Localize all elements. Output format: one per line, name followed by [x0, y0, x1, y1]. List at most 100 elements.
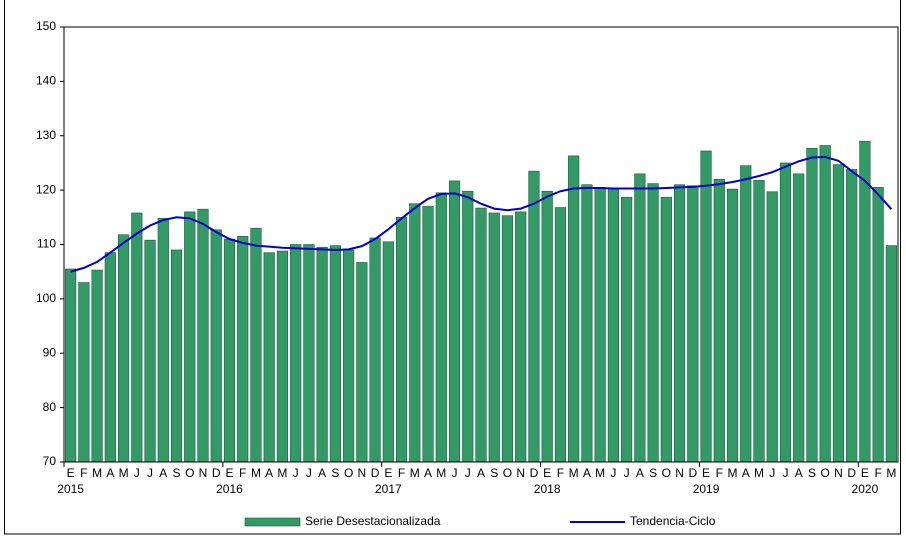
x-tick-label: S — [331, 466, 339, 480]
bar — [117, 234, 130, 463]
x-tick-label: E — [384, 466, 392, 480]
x-tick-label: M — [569, 466, 579, 480]
x-tick-label: S — [808, 466, 816, 480]
y-tick-label: 110 — [37, 237, 56, 251]
x-tick-label: E — [225, 466, 233, 480]
bar — [91, 269, 103, 463]
x-tick-label: O — [344, 466, 353, 480]
bar — [673, 184, 686, 463]
bar — [435, 192, 447, 463]
x-tick-label: D — [847, 466, 856, 480]
bar — [131, 212, 143, 463]
x-tick-label: M — [119, 466, 129, 480]
x-tick-label: A — [424, 466, 432, 480]
bar — [832, 164, 845, 463]
x-tick-label: F — [557, 466, 564, 480]
x-tick-label: E — [861, 466, 869, 480]
bar — [448, 180, 461, 463]
bar — [779, 162, 792, 463]
x-tick-label: D — [212, 466, 221, 480]
bar — [740, 165, 752, 463]
bar — [422, 206, 434, 463]
x-tick-label: F — [80, 466, 87, 480]
x-tick-label: O — [503, 466, 512, 480]
trend-line — [70, 155, 893, 273]
bar — [237, 236, 249, 463]
x-tick-label: E — [67, 466, 75, 480]
x-tick-label: N — [358, 466, 367, 480]
y-tick-label: 90 — [43, 345, 57, 359]
bar — [700, 150, 712, 463]
bar — [819, 145, 831, 463]
y-tick-label: 150 — [36, 19, 56, 33]
x-tick-label: A — [742, 466, 750, 480]
x-tick-label: N — [675, 466, 684, 480]
x-tick-label: M — [595, 466, 605, 480]
x-tick-label: J — [624, 466, 630, 480]
x-tick-label: S — [649, 466, 657, 480]
year-label: 2020 — [852, 482, 879, 496]
x-tick-label: A — [636, 466, 644, 480]
bar — [607, 188, 619, 463]
bar — [356, 262, 368, 463]
legend-label: Serie Desestacionalizada — [305, 514, 441, 528]
bar — [382, 241, 394, 463]
x-tick-label: O — [662, 466, 671, 480]
bar — [634, 173, 646, 463]
bar — [753, 180, 765, 463]
bar — [647, 183, 659, 463]
x-tick-label: F — [398, 466, 405, 480]
bar — [793, 173, 805, 463]
x-tick-label: J — [782, 466, 788, 480]
x-tick-label: M — [251, 466, 261, 480]
bar — [515, 211, 527, 463]
bar — [303, 244, 315, 463]
bar — [660, 196, 672, 463]
bar — [846, 169, 858, 463]
x-tick-label: F — [239, 466, 246, 480]
bar — [568, 155, 580, 463]
x-tick-label: D — [688, 466, 697, 480]
x-tick-label: A — [265, 466, 273, 480]
bar — [250, 227, 262, 463]
year-label: 2016 — [216, 482, 243, 496]
y-tick-label: 70 — [43, 454, 57, 468]
bar — [581, 184, 593, 463]
x-tick-label: O — [185, 466, 194, 480]
x-tick-label: J — [306, 466, 312, 480]
x-tick-label: A — [583, 466, 591, 480]
x-tick-label: D — [371, 466, 380, 480]
bar — [766, 191, 778, 463]
bar — [488, 212, 500, 463]
bar — [409, 203, 421, 463]
bar — [713, 178, 725, 463]
year-label: 2017 — [375, 482, 402, 496]
bar — [541, 190, 553, 463]
x-tick-label: M — [92, 466, 102, 480]
bar — [184, 211, 196, 463]
x-tick-label: S — [490, 466, 498, 480]
x-tick-label: M — [886, 466, 896, 480]
bar — [329, 245, 341, 463]
legend-swatch — [244, 517, 301, 527]
bar — [223, 238, 236, 463]
x-tick-label: J — [769, 466, 775, 480]
bar — [554, 207, 567, 463]
y-tick-label: 100 — [36, 291, 56, 305]
x-tick-label: N — [516, 466, 525, 480]
year-label: 2019 — [693, 482, 720, 496]
legend-label: Tendencia-Ciclo — [630, 514, 716, 528]
x-tick-label: J — [293, 466, 299, 480]
y-tick-label: 130 — [36, 128, 56, 142]
bar — [687, 185, 699, 463]
x-tick-label: A — [795, 466, 803, 480]
x-tick-label: F — [716, 466, 723, 480]
bar — [170, 249, 183, 463]
bar — [621, 196, 633, 463]
bar — [528, 170, 540, 463]
x-tick-label: J — [610, 466, 616, 480]
bar — [369, 237, 381, 463]
x-tick-label: M — [436, 466, 446, 480]
bar — [263, 252, 275, 463]
